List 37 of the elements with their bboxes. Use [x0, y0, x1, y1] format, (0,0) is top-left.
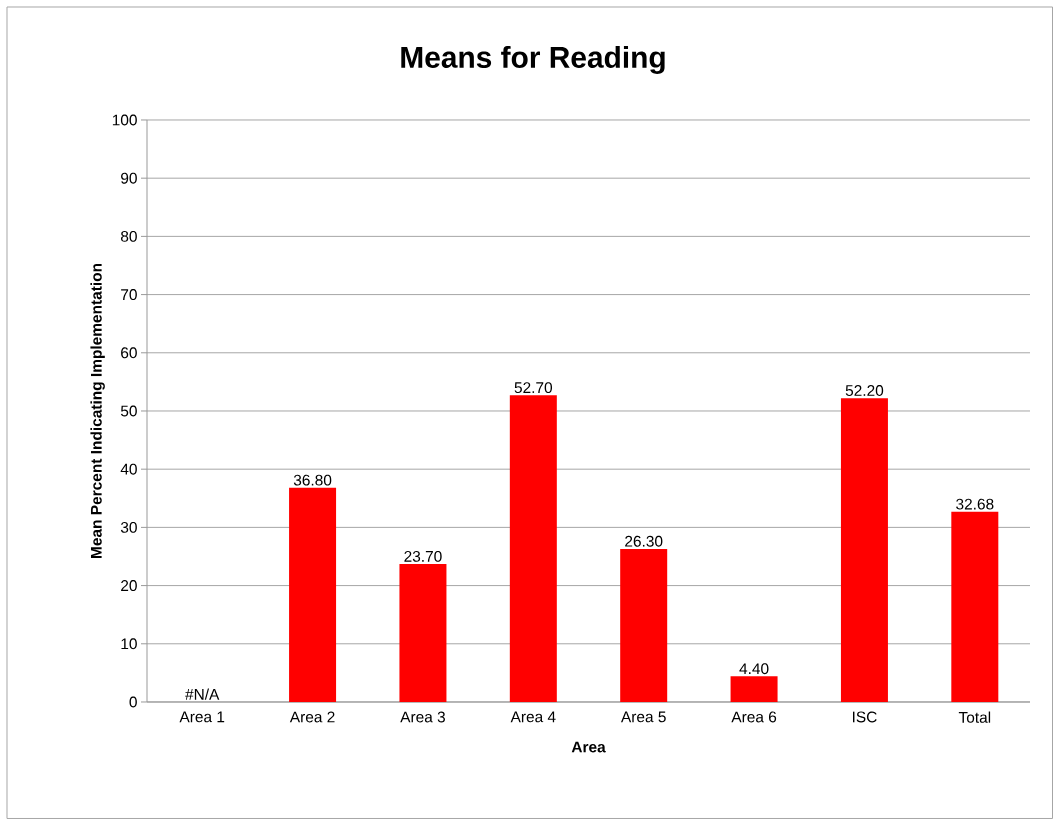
y-tick-label: 10 [121, 638, 137, 650]
x-tick-label: Area 2 [289, 711, 335, 723]
text: #N/A [185, 688, 220, 700]
bar [840, 398, 888, 702]
y-tick-label: 20 [121, 580, 137, 592]
bar [951, 511, 999, 702]
y-tick-label: 50 [120, 405, 137, 417]
data-label: 23.70 [404, 550, 442, 562]
bar [399, 564, 447, 702]
y-tick-label: 100 [112, 114, 137, 126]
x-tick-label: Total [958, 711, 991, 723]
y-tick-label: 90 [121, 172, 137, 184]
y-axis-title: Mean Percent Indicating Implementation [90, 263, 105, 558]
x-tick-label: Area 6 [731, 711, 777, 723]
x-tick-label: Area 3 [400, 711, 445, 723]
bar [509, 395, 557, 702]
y-tick-label: 30 [120, 521, 137, 533]
y-tick-label: 70 [121, 289, 137, 301]
data-label: 52.70 [514, 382, 553, 394]
x-tick-label: Area 1 [179, 711, 225, 723]
data-label: 36.80 [293, 474, 332, 486]
bar [289, 487, 337, 702]
y-tick-label: 80 [120, 230, 137, 242]
y-tick-label: 40 [120, 463, 137, 475]
x-tick-label: Area 5 [620, 711, 666, 723]
y-tick-label: 60 [121, 347, 137, 359]
chart-title: Means for Reading [401, 45, 665, 74]
y-tick-label: 0 [129, 696, 137, 708]
data-label: 52.20 [845, 385, 884, 396]
bar [730, 676, 778, 702]
x-axis-title: Area [571, 741, 606, 753]
data-label: 32.68 [956, 498, 994, 510]
x-tick-label: ISC [853, 711, 877, 723]
x-tick-label: Area 4 [510, 711, 556, 723]
data-label: 26.30 [625, 535, 663, 547]
bar [620, 548, 668, 702]
data-label: 4.40 [739, 663, 769, 675]
